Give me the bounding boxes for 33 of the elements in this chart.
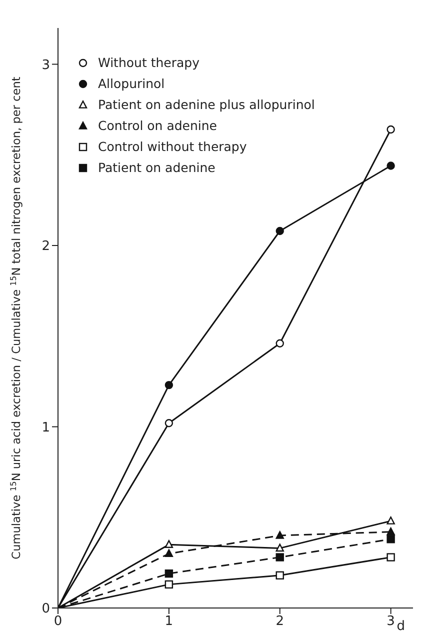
point — [164, 419, 174, 428]
legend-label: Without therapy — [98, 55, 200, 70]
point — [276, 544, 284, 552]
point — [386, 553, 395, 562]
point — [164, 380, 174, 390]
point — [164, 549, 174, 558]
point — [276, 226, 284, 236]
x-tick-label: 1 — [164, 614, 174, 630]
point — [386, 527, 395, 536]
point — [164, 540, 174, 548]
point — [276, 531, 284, 539]
point — [164, 569, 174, 578]
y-tick-label: 1 — [42, 420, 50, 436]
point — [276, 571, 284, 580]
x-tick-label: 2 — [276, 614, 284, 630]
point — [386, 516, 395, 524]
x-tick-label: 3 — [386, 614, 395, 630]
point — [276, 553, 284, 562]
legend-label: Control on adenine — [98, 118, 217, 133]
point — [386, 535, 395, 544]
x-axis-title: d — [396, 619, 405, 634]
point — [386, 125, 395, 134]
y-tick-label: 0 — [42, 602, 50, 617]
legend-label: Control without therapy — [98, 139, 247, 154]
y-tick-label: 2 — [42, 239, 50, 254]
x-tick-label: 0 — [54, 614, 62, 630]
y-tick-label: 3 — [42, 58, 50, 73]
point — [164, 580, 174, 589]
legend-label: Allopurinol — [98, 76, 165, 91]
legend-label: Patient on adenine — [98, 160, 216, 175]
legend-label: Patient on adenine plus allopurinol — [98, 97, 315, 112]
point — [386, 162, 395, 170]
point — [276, 339, 284, 348]
